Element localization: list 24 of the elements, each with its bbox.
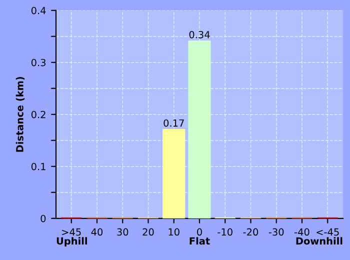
x-tick-label: -30 <box>268 228 284 236</box>
y-tick-label: 0 <box>40 214 46 222</box>
text: Downhill <box>296 237 342 245</box>
x-tick-label: 0 <box>197 228 202 236</box>
text: Uphill <box>56 237 87 247</box>
y-axis-title: Distance (km) <box>16 76 25 152</box>
y-tick-label: 0.1 <box>31 162 46 170</box>
x-tick-label: 40 <box>91 228 103 236</box>
bar <box>162 128 186 218</box>
x-tick-label: 10 <box>168 228 180 236</box>
x-tick-label: >45 <box>62 228 81 236</box>
y-tick-label: 0.4 <box>31 6 46 14</box>
x-tick-label: <-45 <box>316 228 339 236</box>
x-tick-label: -20 <box>243 228 258 236</box>
text: Flat <box>190 237 210 245</box>
bar <box>188 40 211 218</box>
x-tick-label: 30 <box>117 228 128 236</box>
x-tick-label: 20 <box>142 228 154 236</box>
x-tick-label: -40 <box>294 228 310 236</box>
y-tick-label: 0.3 <box>31 58 46 66</box>
data-label: 0.34 <box>189 30 210 38</box>
data-label: 0.17 <box>164 119 184 127</box>
y-tick-label: 0.2 <box>31 110 46 118</box>
x-tick-label: -10 <box>218 228 232 236</box>
